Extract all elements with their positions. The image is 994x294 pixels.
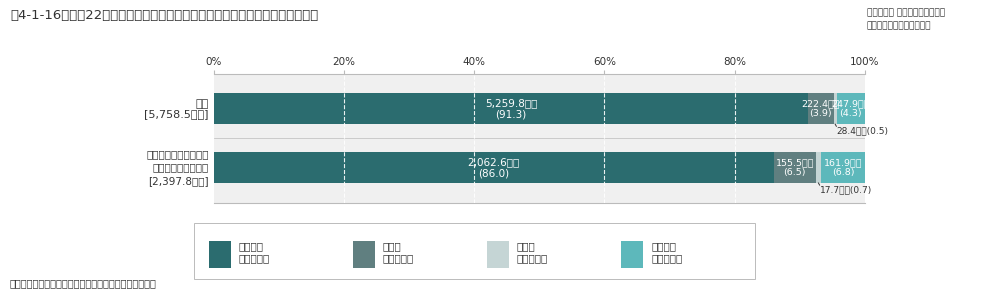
Text: 全国: 全国 <box>196 99 209 109</box>
Text: 247.9千戸
(4.3): 247.9千戸 (4.3) <box>831 99 870 118</box>
Text: [5,758.5千戸]: [5,758.5千戸] <box>144 109 209 119</box>
Bar <box>773 152 816 183</box>
Bar <box>816 152 821 183</box>
Text: 17.7千戸(0.7): 17.7千戸(0.7) <box>820 185 872 194</box>
Bar <box>808 93 834 124</box>
Bar <box>214 93 808 124</box>
Text: 昼夜とも
基準値以下: 昼夜とも 基準値以下 <box>239 241 269 263</box>
Text: 222.4千戸
(3.9): 222.4千戸 (3.9) <box>801 99 840 118</box>
Bar <box>214 152 773 183</box>
Text: （注）端数処理の関係で合計値が合わないことがある。: （注）端数処理の関係で合計値が合わないことがある。 <box>10 278 157 288</box>
Text: 図4-1-16　平成22年度　道路に面する地域における騒音の環境基準の達成状況: 図4-1-16 平成22年度 道路に面する地域における騒音の環境基準の達成状況 <box>10 9 318 22</box>
Text: 昼のみ
基準値以下: 昼のみ 基準値以下 <box>383 241 414 263</box>
Text: 昼夜とも
基準値超過: 昼夜とも 基準値超過 <box>651 241 682 263</box>
Text: 28.4千戸(0.5): 28.4千戸(0.5) <box>836 126 889 136</box>
Text: 2,062.6千戸
(86.0): 2,062.6千戸 (86.0) <box>467 157 520 178</box>
Text: うち、幹線交通を担う
道路に近接する空間
[2,397.8千戸]: うち、幹線交通を担う 道路に近接する空間 [2,397.8千戸] <box>146 149 209 186</box>
Text: 161.9千戸
(6.8): 161.9千戸 (6.8) <box>824 158 862 177</box>
Bar <box>834 93 837 124</box>
Text: 5,259.8千戸
(91.3): 5,259.8千戸 (91.3) <box>485 98 537 120</box>
Bar <box>821 152 865 183</box>
Bar <box>837 93 865 124</box>
Text: 155.5千戸
(6.5): 155.5千戸 (6.5) <box>775 158 814 177</box>
Text: 単位　上段 住居等戸数（千戸）
　　　下段（比率（％））: 単位 上段 住居等戸数（千戸） 下段（比率（％）） <box>867 9 945 30</box>
Text: 夜のみ
基準値以下: 夜のみ 基準値以下 <box>517 241 548 263</box>
